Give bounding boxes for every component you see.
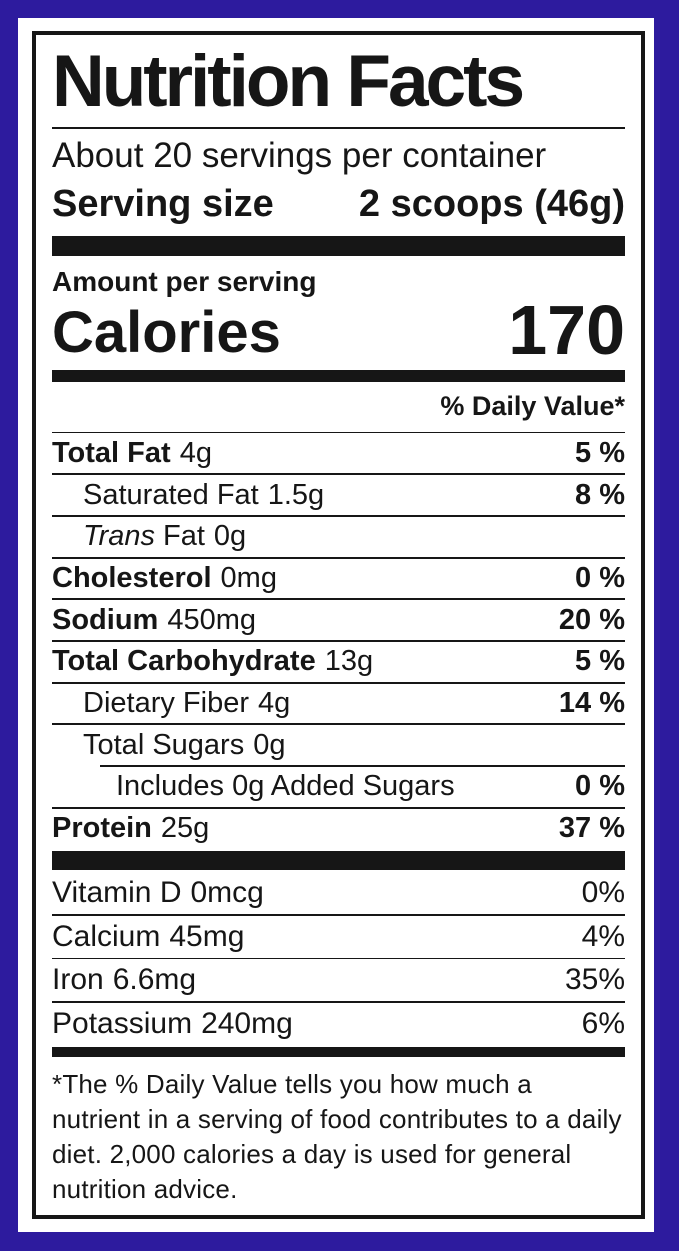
nutrient-dv: 14 %: [558, 687, 625, 720]
micronutrient-amount: 6.6mg: [112, 963, 197, 997]
divider: [52, 126, 625, 129]
nutrient-amount: 4g: [258, 687, 291, 720]
micronutrient-row-calcium: Calcium 45mg 4%: [52, 916, 625, 958]
nutrient-dv: 8 %: [575, 478, 625, 511]
nutrition-facts-title: Nutrition Facts: [52, 41, 525, 122]
divider: [52, 957, 625, 960]
nutrient-dv: 20 %: [558, 603, 625, 636]
micronutrient-amount: 0mcg: [190, 876, 264, 910]
divider: [52, 640, 625, 642]
micronutrient-row-potassium: Potassium 240mg 6%: [52, 1003, 625, 1045]
nutrient-name: Total Fat: [52, 436, 171, 469]
nutrient-row-total-sugars: Total Sugars 0g: [52, 725, 625, 765]
nutrient-dv: 37 %: [558, 812, 625, 845]
nutrient-name: Sodium: [52, 603, 159, 636]
nutrient-name: Cholesterol: [52, 561, 212, 594]
micronutrient-name: Potassium: [52, 1006, 193, 1040]
divider: [52, 598, 625, 601]
divider: [52, 914, 625, 916]
nutrient-amount: 0g: [253, 728, 286, 761]
micronutrient-dv: 0%: [581, 876, 625, 910]
section-bar: [52, 1046, 625, 1057]
nutrient-dv: 0 %: [575, 770, 625, 803]
daily-value-header: % Daily Value*: [440, 390, 625, 421]
section-bar: [52, 235, 625, 256]
nutrient-name: Includes 0g Added Sugars: [116, 770, 455, 803]
nutrient-row-dietary-fiber: Dietary Fiber 4g 14 %: [52, 684, 625, 724]
micronutrient-row-iron: Iron 6.6mg 35%: [52, 959, 625, 1001]
white-gap: Nutrition Facts About 20 servings per co…: [18, 18, 654, 1232]
serving-size-value: 2 scoops (46g): [358, 182, 625, 225]
servings-per-container: About 20 servings per container: [52, 135, 547, 175]
micronutrient-dv: 35%: [564, 963, 625, 997]
nutrient-name: Fat: [162, 520, 205, 553]
calories-label: Calories: [52, 299, 281, 365]
nutrient-amount: 0g: [213, 520, 247, 553]
nutrient-dv: 5 %: [575, 436, 625, 469]
divider: [52, 723, 625, 726]
micronutrient-amount: 45mg: [169, 919, 245, 953]
nutrient-row-protein: Protein 25g 37 %: [52, 809, 625, 849]
nutrient-dv: 0 %: [575, 561, 625, 594]
micronutrient-amount: 240mg: [201, 1006, 293, 1040]
divider: [52, 515, 625, 517]
micronutrient-dv: 6%: [581, 1006, 625, 1040]
micronutrient-row-vitamin-d: Vitamin D 0mcg 0%: [52, 872, 625, 914]
nutrient-row-saturated-fat: Saturated Fat 1.5g 8 %: [52, 475, 625, 515]
nutrient-amount: 4g: [179, 436, 212, 469]
nutrient-name: Total Sugars: [83, 728, 245, 761]
divider-indented: [100, 765, 625, 767]
section-bar: [52, 850, 625, 871]
micronutrient-dv: 4%: [581, 919, 625, 953]
nutrient-row-total-carbohydrate: Total Carbohydrate 13g 5 %: [52, 642, 625, 682]
nutrient-name: Dietary Fiber: [83, 687, 249, 720]
micronutrient-name: Vitamin D: [52, 876, 182, 910]
nutrition-label: Nutrition Facts About 20 servings per co…: [32, 31, 645, 1219]
nutrient-name: Total Carbohydrate: [52, 645, 316, 678]
calories-value: 170: [508, 290, 625, 369]
divider: [52, 431, 625, 434]
nutrient-row-total-fat: Total Fat 4g 5 %: [52, 433, 625, 473]
nutrient-row-added-sugars: Includes 0g Added Sugars 0 %: [52, 767, 625, 807]
nutrient-dv: 5 %: [575, 645, 625, 678]
nutrient-amount: 25g: [160, 812, 210, 845]
nutrient-amount: 450mg: [167, 603, 257, 636]
nutrient-name: Saturated Fat: [83, 478, 259, 511]
divider: [52, 473, 625, 476]
calories-row: Calories 170: [52, 290, 625, 370]
nutrient-amount: 13g: [324, 645, 374, 678]
serving-size-label: Serving size: [52, 182, 274, 225]
nutrient-row-cholesterol: Cholesterol 0mg 0 %: [52, 559, 625, 599]
amount-per-serving-label: Amount per serving: [52, 265, 317, 297]
nutrient-row-sodium: Sodium 450mg 20 %: [52, 600, 625, 640]
divider: [52, 556, 625, 559]
micronutrient-name: Iron: [52, 963, 104, 997]
nutrient-amount: 0mg: [220, 561, 277, 594]
nutrient-amount: 1.5g: [267, 478, 325, 511]
nutrient-row-trans-fat: Trans Fat 0g: [52, 517, 625, 557]
micronutrient-name: Calcium: [52, 919, 161, 953]
divider: [52, 806, 625, 809]
nutrient-name-italic: Trans: [83, 520, 155, 553]
divider: [52, 1001, 625, 1003]
daily-value-footnote: *The % Daily Value tells you how much a …: [52, 1068, 622, 1204]
serving-size-row: Serving size 2 scoops (46g): [52, 177, 625, 236]
divider: [52, 681, 625, 684]
nutrient-name: Protein: [52, 812, 152, 845]
section-bar: [52, 369, 625, 382]
